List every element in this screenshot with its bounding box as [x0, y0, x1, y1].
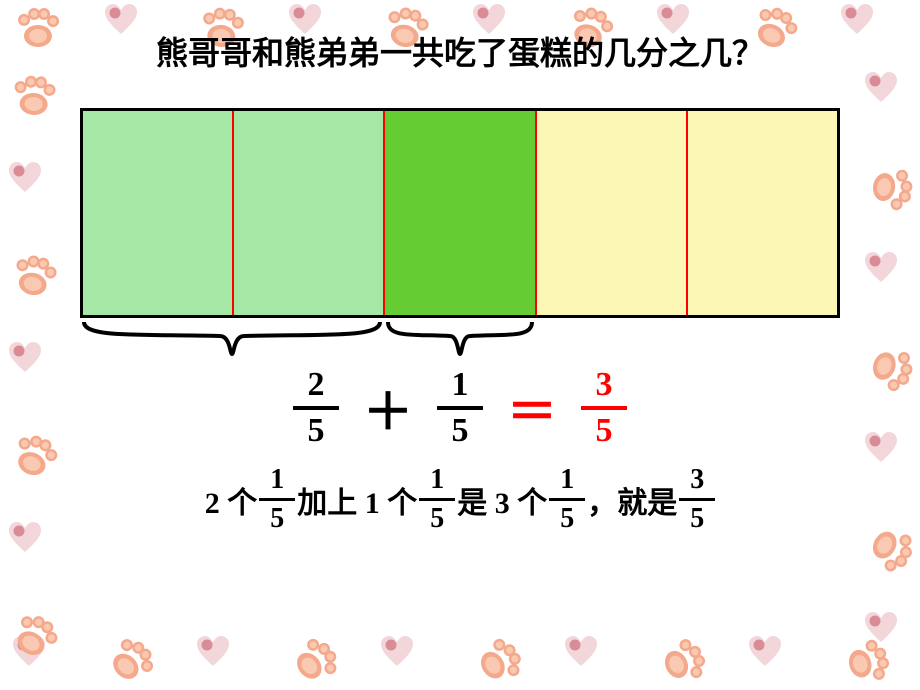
heart-icon: [6, 340, 44, 383]
paw-icon: [6, 250, 62, 311]
denominator: 5: [446, 410, 475, 448]
paw-icon: [10, 2, 66, 63]
heart-icon: [862, 250, 900, 293]
bar-cell: [688, 111, 837, 315]
denominator: 5: [554, 501, 580, 533]
text: 2 个: [205, 478, 258, 522]
explanation-sentence: 2 个 1 5 加上 1 个 1 5 是 3 个 1 5 ，就是 3 5: [60, 466, 860, 533]
denominator: 5: [424, 501, 450, 533]
text: ，就是: [587, 478, 677, 522]
bar-cell: [385, 111, 536, 315]
numerator: 1: [264, 466, 290, 498]
equals-sign: ＝: [507, 372, 557, 444]
paw-icon: [6, 70, 62, 131]
numerator: 1: [446, 368, 475, 406]
numerator: 1: [554, 466, 580, 498]
paw-icon: [6, 430, 62, 491]
paw-icon: [6, 610, 62, 671]
heart-icon: [862, 610, 900, 653]
brace-two-fifths: [80, 316, 384, 360]
heart-icon: [6, 160, 44, 203]
fraction-b: 1 5: [437, 368, 483, 448]
numerator: 2: [302, 368, 331, 406]
numerator: 3: [684, 466, 710, 498]
bar-cell: [234, 111, 385, 315]
paw-icon: [862, 340, 918, 401]
paw-icon: [862, 160, 918, 221]
text: 是 3 个: [457, 478, 547, 522]
denominator: 5: [264, 501, 290, 533]
heart-icon: [862, 430, 900, 473]
denominator: 5: [684, 501, 710, 533]
slide-content: 熊哥哥和熊弟弟一共吃了蛋糕的几分之几？ 2 5 ＋ 1 5: [60, 22, 860, 670]
fraction-a: 2 5: [293, 368, 339, 448]
paw-icon: [862, 520, 918, 581]
fraction-c: 3 5: [581, 368, 627, 448]
fraction-inline: 1 5: [419, 466, 455, 533]
bar-cell: [537, 111, 688, 315]
fraction-inline: 1 5: [259, 466, 295, 533]
fraction-bar-diagram: [80, 108, 840, 360]
equation: 2 5 ＋ 1 5 ＝ 3 5: [60, 368, 860, 448]
heart-icon: [862, 70, 900, 113]
numerator: 1: [424, 466, 450, 498]
plus-sign: ＋: [363, 372, 413, 444]
heart-icon: [6, 520, 44, 563]
denominator: 5: [590, 410, 619, 448]
numerator: 3: [590, 368, 619, 406]
braces-row: [80, 316, 840, 360]
denominator: 5: [302, 410, 331, 448]
fraction-bar: [80, 108, 840, 318]
heart-icon: [10, 634, 48, 677]
question-text: 熊哥哥和熊弟弟一共吃了蛋糕的几分之几？: [60, 28, 860, 74]
brace-one-fifth: [384, 316, 536, 360]
bar-cell: [83, 111, 234, 315]
text: 加上 1 个: [297, 478, 417, 522]
fraction-inline: 3 5: [679, 466, 715, 533]
fraction-inline: 1 5: [549, 466, 585, 533]
